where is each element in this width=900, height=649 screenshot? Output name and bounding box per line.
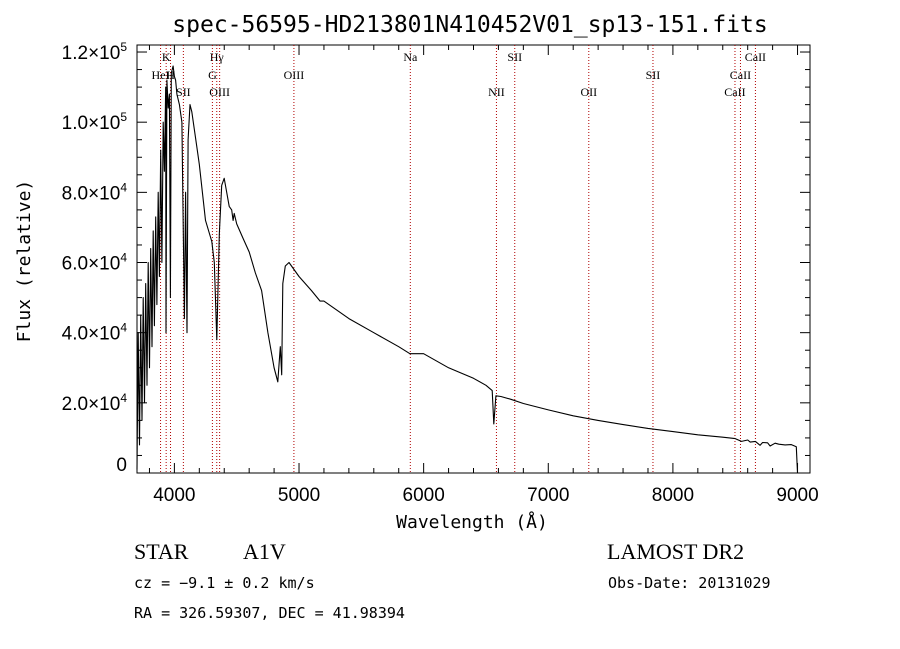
line-label: H [166, 68, 175, 82]
y-tick-label: 2.0×104 [62, 391, 128, 415]
y-tick-mantissa: 2.0×10 [62, 394, 121, 415]
line-label: SII [507, 50, 522, 64]
line-label: OIII [284, 68, 305, 82]
coordinates: RA = 326.59307, DEC = 41.98394 [134, 604, 405, 622]
observation-date: Obs-Date: 20131029 [608, 574, 771, 592]
redshift-cz: cz = −9.1 ± 0.2 km/s [134, 574, 315, 592]
y-tick-exponent: 5 [120, 40, 127, 54]
spectrum-line [136, 65, 799, 474]
line-label: G [208, 68, 217, 82]
line-label: OIII [209, 85, 230, 99]
y-tick-label: 0 [116, 455, 127, 476]
line-label: CaII [724, 85, 745, 99]
line-label: SII [646, 68, 661, 82]
line-label: Na [403, 50, 418, 64]
x-axis-label: Wavelength (Å) [396, 511, 548, 533]
x-tick-label: 6000 [403, 485, 445, 506]
y-tick-exponent: 5 [120, 110, 127, 124]
line-label: CaII [730, 68, 751, 82]
line-label: K [162, 50, 171, 64]
x-tick-label: 4000 [153, 485, 195, 506]
survey-name: LAMOST DR2 [607, 539, 744, 564]
y-tick-mantissa: 0 [116, 455, 127, 476]
y-tick-exponent: 4 [120, 321, 127, 335]
x-tick-label: 8000 [652, 485, 694, 506]
spectrum-series [136, 65, 799, 474]
y-tick-mantissa: 1.2×10 [62, 43, 121, 64]
y-tick-label: 8.0×104 [62, 180, 128, 204]
y-tick-label: 1.0×105 [62, 110, 128, 134]
line-label: HeI [152, 68, 170, 82]
y-tick-mantissa: 6.0×10 [62, 254, 121, 275]
y-tick-mantissa: 1.0×10 [62, 113, 121, 134]
chart-title: spec-56595-HD213801N410452V01_sp13-151.f… [172, 12, 767, 38]
y-tick-exponent: 4 [120, 251, 127, 265]
y-tick-label: 1.2×105 [62, 40, 128, 64]
y-tick-mantissa: 4.0×10 [62, 324, 121, 345]
y-tick-mantissa: 8.0×10 [62, 183, 121, 204]
line-label: OII [580, 85, 597, 99]
axis-ticks: 4000 5000 6000 7000 8000 900002.0×1044.0×1046… [62, 40, 819, 506]
y-tick-label: 4.0×104 [62, 321, 128, 345]
spectral-subclass: A1V [243, 539, 286, 564]
object-class: STAR [134, 539, 189, 564]
x-tick-label: 9000 [776, 485, 818, 506]
line-label: SII [176, 85, 191, 99]
plot-axes [136, 44, 811, 474]
y-tick-exponent: 4 [120, 180, 127, 194]
line-label: Hγ [210, 50, 225, 64]
line-label: NII [488, 85, 505, 99]
y-tick-exponent: 4 [120, 391, 127, 405]
x-tick-label: 5000 [278, 485, 320, 506]
y-tick-label: 6.0×104 [62, 251, 128, 275]
line-label: CaII [745, 50, 766, 64]
y-axis-label: Flux (relative) [14, 180, 35, 343]
x-tick-label: 7000 [527, 485, 569, 506]
plot-frame [136, 44, 811, 474]
